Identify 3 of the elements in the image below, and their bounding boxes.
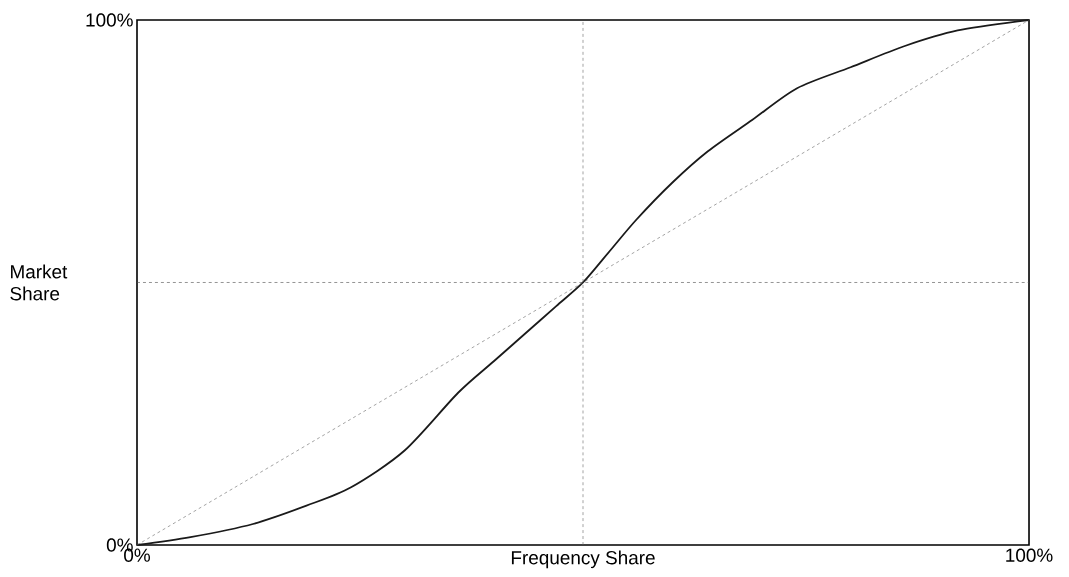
y-axis-title: Market Share [10, 264, 68, 301]
x-axis-title: Frequency Share [511, 550, 655, 569]
line-series [136, 19, 1030, 546]
